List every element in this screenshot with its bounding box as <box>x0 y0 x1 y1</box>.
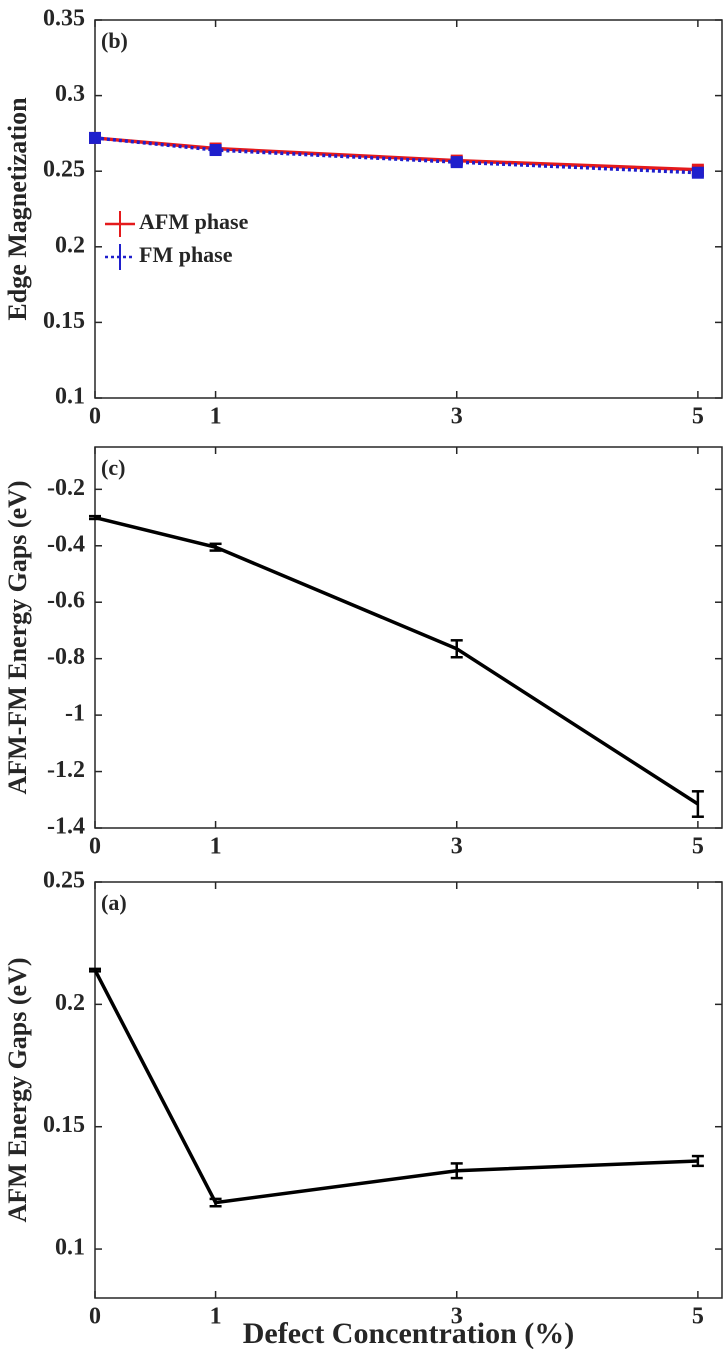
legend-label: AFM phase <box>139 209 249 234</box>
y-tick-label: 0.2 <box>55 990 85 1016</box>
plot-area <box>94 446 723 829</box>
y-tick-label: 0.25 <box>43 157 85 183</box>
y-tick-label: -0.6 <box>47 588 85 614</box>
data-line <box>94 136 698 175</box>
legend-label: FM phase <box>139 242 233 267</box>
marker <box>691 166 704 179</box>
x-tick-label: 5 <box>692 1304 704 1330</box>
y-axis-label: Edge Magnetization <box>3 97 32 321</box>
y-tick-label: 0.1 <box>55 1235 85 1261</box>
marker <box>450 156 463 169</box>
error-bar <box>209 1197 222 1208</box>
plot-area <box>94 19 723 399</box>
y-tick-label: -0.8 <box>47 644 85 670</box>
x-tick-label: 1 <box>210 834 222 860</box>
x-tick-label: 3 <box>451 834 463 860</box>
y-tick-label: -1 <box>65 701 85 727</box>
x-tick-label: 0 <box>89 404 101 430</box>
y-axis-label: AFM Energy Gaps (eV) <box>3 957 32 1222</box>
error-bar <box>89 967 101 973</box>
x-axis-label: Defect Concentration (%) <box>243 1317 575 1349</box>
y-axis-label: AFM-FM Energy Gaps (eV) <box>3 480 32 794</box>
panel-label: (a) <box>101 890 127 915</box>
y-tick-label: -0.4 <box>47 531 85 557</box>
data-line <box>94 515 699 806</box>
data-line <box>93 969 698 1205</box>
y-tick-label: 0.1 <box>55 384 85 410</box>
x-tick-label: 1 <box>210 404 222 430</box>
x-tick-label: 0 <box>89 834 101 860</box>
error-bar <box>691 790 704 818</box>
x-tick-label: 1 <box>210 1304 222 1330</box>
y-tick-label: 0.15 <box>43 308 85 334</box>
y-tick-label: 0.15 <box>43 1112 85 1138</box>
error-bar <box>450 1162 463 1180</box>
x-tick-label: 5 <box>692 834 704 860</box>
y-tick-label: 0.35 <box>43 6 85 32</box>
error-bar <box>450 639 463 659</box>
y-tick-label: -1.2 <box>47 757 85 783</box>
x-tick-label: 3 <box>451 404 463 430</box>
x-tick-label: 3 <box>451 1304 463 1330</box>
y-tick-label: -1.4 <box>47 814 85 840</box>
marker <box>209 144 222 157</box>
marker <box>89 131 101 144</box>
y-tick-label: -0.2 <box>47 475 85 501</box>
error-bar <box>691 1154 704 1168</box>
panel-label: (b) <box>101 28 128 53</box>
y-tick-label: 0.3 <box>55 81 85 107</box>
error-bar <box>89 514 101 521</box>
y-tick-label: 0.2 <box>55 232 85 258</box>
plot-area <box>94 881 723 1299</box>
error-bar <box>209 542 222 552</box>
y-tick-label: 0.25 <box>43 868 85 894</box>
panel-label: (c) <box>101 455 125 480</box>
x-tick-label: 0 <box>89 1304 101 1330</box>
x-tick-label: 5 <box>692 404 704 430</box>
